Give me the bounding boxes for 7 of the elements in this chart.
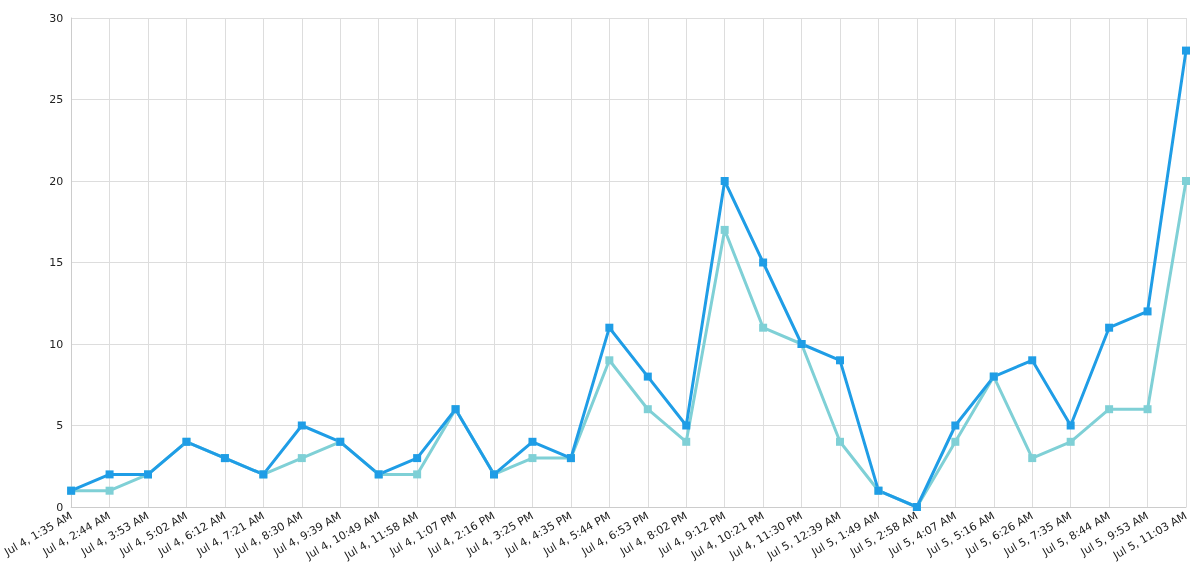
y-tick-label: 25: [49, 93, 64, 106]
y-tick-label: 10: [49, 337, 64, 351]
y-tick-label: 5: [56, 419, 64, 432]
y-tick-label: 0: [56, 500, 64, 514]
y-tick-label: 20: [49, 174, 64, 188]
y-tick-label: 30: [49, 11, 64, 25]
y-tick-label: 15: [49, 256, 64, 269]
